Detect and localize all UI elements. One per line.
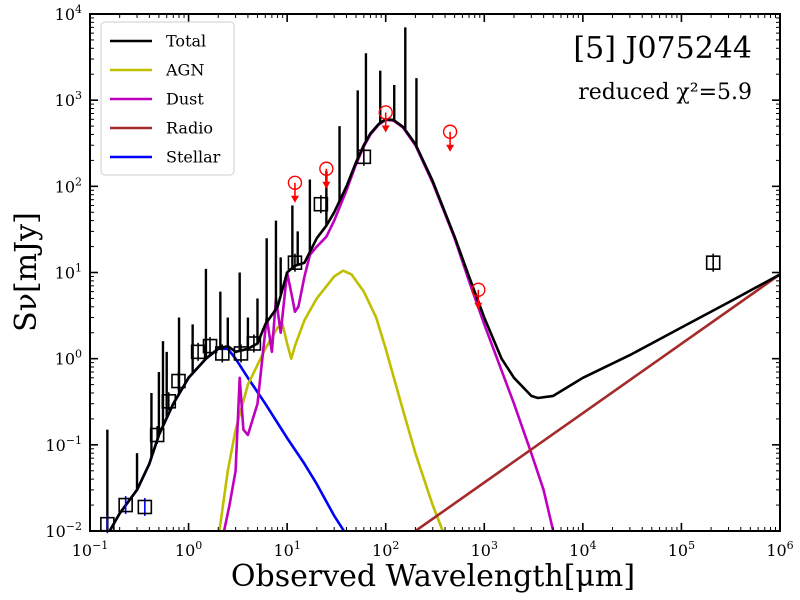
data-point-marker xyxy=(356,149,372,165)
series-curves xyxy=(108,118,780,531)
x-tick-labels: 10−1 100 101 102 103 104 105 106 xyxy=(72,539,794,560)
data-point-marker xyxy=(313,196,329,212)
series-line-radio xyxy=(414,273,780,531)
series-line-total xyxy=(108,118,780,531)
data-point-marker xyxy=(137,499,153,515)
data-point-marker xyxy=(287,255,303,270)
legend-box xyxy=(100,21,235,176)
chart-subtitle: reduced χ²=5.9 xyxy=(578,80,752,105)
tick-label: 101 xyxy=(55,262,82,283)
data-point-marker xyxy=(171,373,186,389)
legend-label-stellar: Stellar xyxy=(166,148,221,167)
series-line-agn xyxy=(218,269,445,531)
y-axis-label: Sν[mJy] xyxy=(9,212,44,332)
tick-label: 102 xyxy=(372,539,399,560)
tick-label: 104 xyxy=(55,3,82,24)
y-tick-labels: 10−2 10−1 100 101 102 103 104 xyxy=(45,3,82,541)
upper-limit-arrowhead xyxy=(322,181,331,189)
legend-label-dust: Dust xyxy=(166,90,204,109)
x-axis-label: Observed Wavelength[μm] xyxy=(231,559,635,594)
legend-label-total: Total xyxy=(166,32,206,51)
tick-label: 105 xyxy=(668,539,695,560)
legend-label-agn: AGN xyxy=(165,61,204,80)
tick-label: 100 xyxy=(175,539,202,560)
tick-label: 101 xyxy=(273,539,300,560)
chart-title: [5] J075244 xyxy=(573,31,752,66)
data-point-marker xyxy=(215,346,230,361)
upper-limits xyxy=(287,105,486,310)
series-line-stellar xyxy=(108,347,346,531)
tick-label: 100 xyxy=(55,348,82,369)
data-point-marker xyxy=(233,346,249,361)
data-point-marker xyxy=(246,336,262,351)
upper-limit-arrowhead xyxy=(290,195,299,203)
tick-label: 10−1 xyxy=(72,539,109,560)
legend: Total AGN Dust Radio Stellar xyxy=(100,21,235,176)
tick-label: 104 xyxy=(569,539,596,560)
upper-limit-arrowhead xyxy=(474,302,483,310)
data-point-marker xyxy=(118,497,133,513)
legend-label-radio: Radio xyxy=(166,119,213,138)
upper-limit-arrowhead xyxy=(446,144,455,152)
data-point-marker xyxy=(202,338,218,354)
tick-label: 103 xyxy=(55,89,82,110)
tick-label: 102 xyxy=(55,175,82,196)
data-point-marker xyxy=(705,255,721,270)
data-point-marker xyxy=(161,394,177,409)
series-line-dust xyxy=(222,118,555,531)
tick-label: 106 xyxy=(766,539,793,560)
tick-label: 103 xyxy=(471,539,498,560)
data-point-marker xyxy=(149,427,165,443)
tick-label: 10−2 xyxy=(45,520,82,541)
tick-label: 10−1 xyxy=(45,434,82,455)
upper-limit-arrowhead xyxy=(381,125,390,133)
axis-ticks xyxy=(89,13,781,532)
